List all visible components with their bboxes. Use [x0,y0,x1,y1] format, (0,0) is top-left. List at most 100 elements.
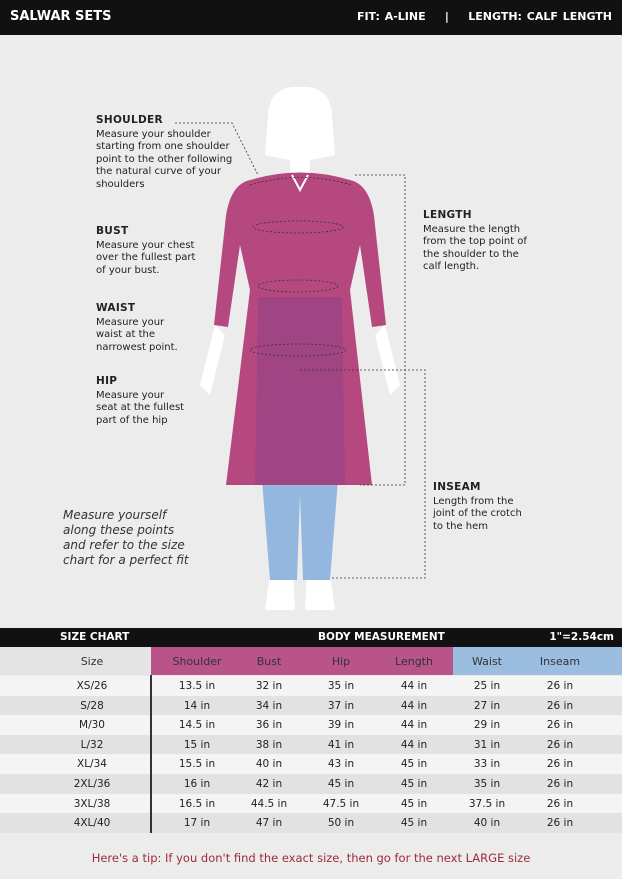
size-chart-title: SIZE CHART [60,631,130,643]
header-bar: SALWAR SETS FIT: A-LINE | LENGTH: CALF L… [0,0,622,35]
page-title: SALWAR SETS [10,9,112,24]
waist-text: Measure your waist at the narrowest poin… [96,316,178,353]
hip-guide: HIP Measure your seat at the fullest part… [96,375,186,427]
cell-bust: 36 in [255,719,283,732]
column-header-size: Size [80,655,104,668]
measure-lines [175,122,426,579]
hip-title: HIP [96,375,118,387]
shoulder-guide: SHOULDER Measure your shoulder starting f… [96,114,236,191]
bust-text: Measure your chest over the fullest part… [96,239,196,276]
cell-hip: 37 in [327,699,355,712]
cell-shoulder: 14 in [183,699,211,712]
cell-shoulder: 16 in [183,778,211,790]
column-header-bust: Bust [256,655,282,668]
bust-guide: BUST Measure your chest over the fullest … [96,225,196,277]
cell-bust: 38 in [255,738,283,751]
cell-waist: 37.5 in [468,797,506,810]
table-row: XL/34 15.5 in 40 in 43 in 45 in 33 in 26 in [0,754,622,774]
cell-shoulder: 16.5 in [178,797,216,810]
inseam-guide: INSEAM Length from the joint of the crotc… [433,481,528,533]
hip-text: Measure your seat at the fullest part of… [96,389,185,426]
cell-size: S/28 [80,699,104,712]
waist-guide: WAIST Measure your waist at the narrowest… [96,302,186,354]
cell-hip: 35 in [327,680,355,692]
fit-length-info: FIT: A-LINE | LENGTH: CALF LENGTH [357,10,612,23]
cell-hip: 50 in [327,817,355,830]
cell-bust: 42 in [255,778,283,790]
cell-hip: 39 in [327,719,355,732]
cell-length: 45 in [400,758,428,771]
cell-length: 45 in [400,817,428,830]
cell-shoulder: 17 in [183,817,211,830]
cell-hip: 47.5 in [322,797,360,810]
cell-waist: 40 in [473,817,501,830]
cell-bust: 32 in [255,680,283,692]
inseam-title: INSEAM [433,481,481,493]
body-silhouette [200,86,400,610]
length-text: Measure the length from the top point of… [423,223,527,273]
table-row: M/30 14.5 in 36 in 39 in 44 in 29 in 26 in [0,715,622,735]
length-label: LENGTH: CALF LENGTH [468,10,612,23]
cell-shoulder: 15 in [183,738,211,751]
table-row: L/32 15 in 38 in 41 in 44 in 31 in 26 in [0,734,622,755]
length-title: LENGTH [423,209,472,221]
body-header-bg [151,647,453,675]
column-header-hip: Hip [331,655,351,668]
cell-inseam: 26 in [546,738,574,751]
cell-inseam: 26 in [546,758,574,771]
column-header-length: Length [395,655,433,668]
cell-bust: 40 in [255,758,283,771]
cell-length: 44 in [400,719,428,732]
cell-inseam: 26 in [546,817,574,830]
cell-inseam: 26 in [546,680,574,692]
cell-hip: 45 in [327,778,355,790]
table-row: S/28 14 in 34 in 37 in 44 in 27 in 26 in [0,695,622,716]
cell-waist: 25 in [473,680,501,692]
cell-shoulder: 15.5 in [178,758,216,771]
cell-length: 45 in [400,797,428,810]
cell-size: L/32 [80,738,104,751]
cell-inseam: 26 in [546,778,574,790]
inseam-text: Length from the joint of the crotch to t… [433,495,522,532]
waist-title: WAIST [96,302,136,314]
size-column-divider [150,675,152,833]
table-row: 2XL/36 16 in 42 in 45 in 45 in 35 in 26 in [0,774,622,794]
table-header: Size Shoulder Bust Hip Length Waist Inseam [0,647,622,675]
cell-waist: 33 in [473,758,501,771]
size-chart-bar: SIZE CHART BODY MEASUREMENT 1"=2.54cm [0,628,622,647]
cell-inseam: 26 in [546,719,574,732]
cell-size: 2XL/36 [73,778,111,790]
column-header-inseam: Inseam [539,655,581,668]
table-row: XS/26 13.5 in 32 in 35 in 44 in 25 in 26 in [0,676,622,696]
separator: | [444,10,449,23]
bust-title: BUST [96,225,129,237]
cell-bust: 47 in [255,817,283,830]
pants-overlay [255,297,345,485]
cell-inseam: 26 in [546,797,574,810]
cell-size: XL/34 [77,758,107,771]
pants [262,480,338,580]
table-row: 4XL/40 17 in 47 in 50 in 45 in 40 in 26 in [0,813,622,833]
cell-hip: 43 in [327,758,355,771]
table-row: 3XL/38 16.5 in 44.5 in 47.5 in 45 in 37.5 in 2… [0,793,622,814]
cell-bust: 34 in [255,699,283,712]
cell-bust: 44.5 in [250,797,288,810]
cell-waist: 35 in [473,778,501,790]
shoulder-title: SHOULDER [96,114,163,126]
cell-inseam: 26 in [546,699,574,712]
bottom-header-bg [453,647,622,675]
cell-shoulder: 14.5 in [178,719,216,732]
cell-size: M/30 [79,719,105,732]
conversion-note: 1"=2.54cm [549,631,614,643]
column-header-waist: Waist [471,655,502,668]
measure-note: Measure yourself along these points and … [63,508,189,567]
fit-label: FIT: A-LINE [356,10,426,23]
body-measurement-title: BODY MEASUREMENT [318,631,445,643]
cell-length: 45 in [400,778,428,790]
column-header-shoulder: Shoulder [172,655,222,668]
cell-size: 4XL/40 [73,817,111,830]
cell-waist: 31 in [473,738,501,751]
cell-hip: 41 in [327,738,355,751]
cell-shoulder: 13.5 in [178,680,216,692]
cell-length: 44 in [400,680,428,692]
